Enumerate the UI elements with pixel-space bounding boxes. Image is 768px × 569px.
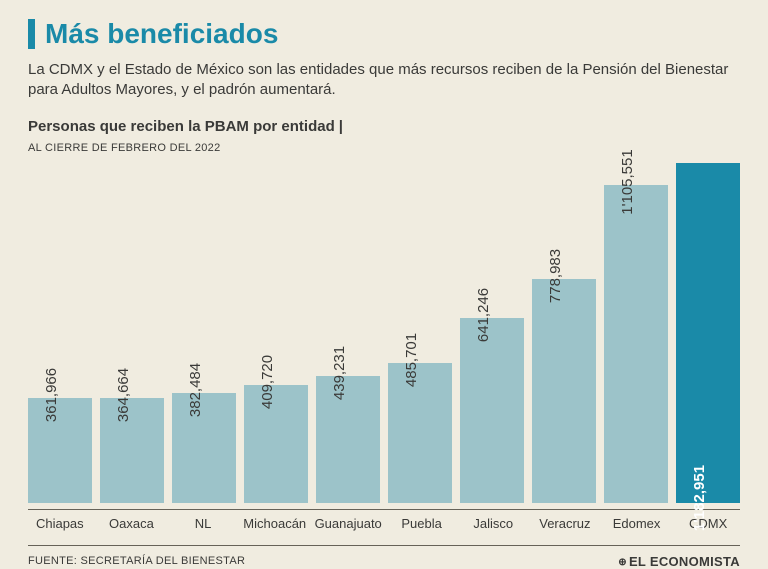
x-axis-label: Chiapas xyxy=(28,516,92,531)
bar: 382,484 xyxy=(172,393,236,503)
x-axis-label: CDMX xyxy=(676,516,740,531)
brand-label: ⊕EL ECONOMISTA xyxy=(618,554,740,569)
bar-column: 1'105,551 xyxy=(604,163,668,503)
bar: 1'182,951 xyxy=(676,163,740,503)
bar-value-label: 641,246 xyxy=(475,288,492,348)
bar-value-label: 1'182,951 xyxy=(691,464,708,540)
x-axis-labels: Chiapas Oaxaca NL Michoacán Guanajuato Puebla… xyxy=(28,510,740,546)
x-axis-label: Puebla xyxy=(390,516,454,531)
bar-column: 409,720 xyxy=(244,163,308,503)
infographic-container: Más beneficiados La CDMX y el Estado de … xyxy=(0,0,768,558)
bar-column: 641,246 xyxy=(460,163,524,503)
chart-title-separator: | xyxy=(339,118,343,135)
x-axis-label: Oaxaca xyxy=(100,516,164,531)
bar-value-label: 409,720 xyxy=(259,355,276,415)
x-axis-label: Michoacán xyxy=(243,516,307,531)
x-axis-label: NL xyxy=(171,516,235,531)
bar-column: 382,484 xyxy=(172,163,236,503)
x-axis-label: Guanajuato xyxy=(315,516,382,531)
bar-column: 778,983 xyxy=(532,163,596,503)
x-axis-label: Edomex xyxy=(605,516,669,531)
bar-value-label: 1'105,551 xyxy=(619,149,636,220)
footer: FUENTE: SECRETARÍA DEL BIENESTAR ⊕EL ECO… xyxy=(28,546,740,569)
bar-chart: 361,966364,664382,484409,720439,231485,7… xyxy=(28,163,740,510)
bar: 439,231 xyxy=(316,376,380,502)
bar-value-label: 778,983 xyxy=(547,248,564,308)
brand-icon: ⊕ xyxy=(618,557,627,568)
bar: 485,701 xyxy=(388,363,452,503)
bar: 778,983 xyxy=(532,279,596,503)
bar-value-label: 361,966 xyxy=(43,368,60,428)
bar-value-label: 439,231 xyxy=(331,346,348,406)
bar: 361,966 xyxy=(28,398,92,502)
bar-column: 439,231 xyxy=(316,163,380,503)
chart-title-row: Personas que reciben la PBAM por entidad… xyxy=(28,117,358,157)
bar: 1'105,551 xyxy=(604,185,668,503)
main-title: Más beneficiados xyxy=(45,18,278,50)
bar: 641,246 xyxy=(460,318,524,502)
bar-value-label: 382,484 xyxy=(187,362,204,422)
bar-column: 364,664 xyxy=(100,163,164,503)
bar-column: 485,701 xyxy=(388,163,452,503)
bar: 364,664 xyxy=(100,398,164,503)
subtitle-text: La CDMX y el Estado de México son las en… xyxy=(28,60,740,101)
title-accent-bar xyxy=(28,19,35,49)
bar-value-label: 364,664 xyxy=(115,368,132,428)
chart-date: AL CIERRE DE FEBRERO DEL 2022 xyxy=(28,142,221,154)
x-axis-label: Veracruz xyxy=(533,516,597,531)
brand-text: EL ECONOMISTA xyxy=(629,554,740,569)
bar: 409,720 xyxy=(244,385,308,503)
bar-column: 361,966 xyxy=(28,163,92,503)
bar-value-label: 485,701 xyxy=(403,333,420,393)
chart-title: Personas que reciben la PBAM por entidad xyxy=(28,118,335,135)
x-axis-label: Jalisco xyxy=(461,516,525,531)
source-label: FUENTE: SECRETARÍA DEL BIENESTAR xyxy=(28,555,245,567)
title-row: Más beneficiados xyxy=(28,18,740,50)
bar-column: 1'182,951 xyxy=(676,163,740,503)
